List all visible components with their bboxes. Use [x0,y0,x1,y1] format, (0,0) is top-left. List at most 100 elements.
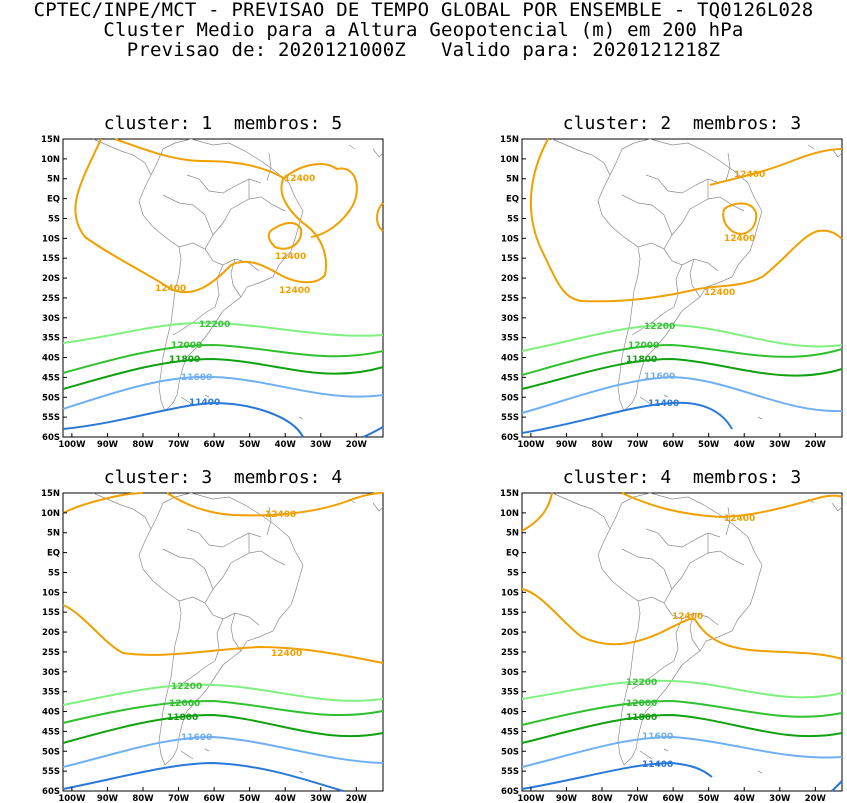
contour-label: 12400 [279,286,310,296]
contour-12000 [62,343,384,374]
lat-tick-label: 20S [501,628,519,638]
lon-tick-label: 90W [556,440,578,450]
lat-tick-label: 50S [501,393,519,403]
contour-label: 11800 [169,355,200,365]
contour-label: 11600 [181,373,212,383]
lat-tick-label: 10N [41,509,60,519]
lat-tick-label: 10S [501,588,519,598]
contour-label: 12200 [626,678,657,688]
map-panel-3: 12400 12400 12200 12000 11800 11600 15N 1… [41,489,384,803]
lon-tick-label: 90W [97,794,119,803]
lat-tick-label: 15S [42,608,60,618]
lon-tick-label: 80W [591,794,613,803]
lon-tick-label: 50W [698,794,720,803]
lat-tick-label: 55S [42,767,60,777]
contour-11400 [521,401,733,434]
lon-tick-label: 70W [168,440,190,450]
contour-label: 11400 [642,760,673,770]
contour-12000 [521,343,843,376]
lat-tick-label: 40S [501,708,519,718]
contour-12400 [62,492,144,514]
contour-label: 12400 [724,234,755,244]
lat-tick-label: 10N [500,509,519,519]
lat-tick-label: 10N [41,155,60,165]
lon-tick-label: 70W [168,794,190,803]
lat-tick-label: 5N [47,175,60,185]
lat-tick-label: 55S [501,767,519,777]
lat-tick-label: 15N [41,489,60,499]
lon-tick-label: 20W [346,794,368,803]
lat-tick-label: 15S [42,254,60,264]
lat-tick-label: 60S [42,787,60,797]
lat-tick-label: 20S [501,274,519,284]
lat-tick-label: 30S [501,668,519,678]
contour-11800 [521,713,843,744]
lat-tick-label: 5N [506,529,519,539]
contour-label: 12200 [199,320,230,330]
contour-label: 12400 [265,510,296,520]
contour-label: 11600 [644,372,675,382]
lat-tick-label: 30S [42,668,60,678]
lat-tick-label: 5N [506,175,519,185]
panel-3-title: cluster: 3 membros: 4 [103,467,343,488]
contour-label: 11400 [648,399,679,409]
map-frame [521,138,843,438]
lon-tick-label: 80W [591,440,613,450]
lat-tick-label: 15N [500,135,519,145]
lon-tick-label: 100W [58,794,86,803]
lon-tick-label: 90W [97,440,119,450]
lat-tick-label: 40S [42,354,60,364]
lat-tick-label: 5S [48,214,60,224]
contour-label: 12400 [704,288,735,298]
contour-12400 [114,138,286,180]
contour-11600 [62,735,384,768]
contour-label: 11800 [626,713,657,723]
lat-tick-label: 15S [501,254,519,264]
contour-label: 12000 [628,341,659,351]
lon-tick-label: 30W [769,794,791,803]
lat-tick-label: 55S [501,413,519,423]
map-frame [62,492,384,792]
contour-label: 11400 [189,398,220,408]
lat-tick-label: 15N [41,135,60,145]
lat-tick-label: 45S [42,727,60,737]
lon-tick-label: 70W [627,794,649,803]
contour-12200 [62,321,384,344]
lat-tick-label: 5S [507,214,519,224]
header-line-1: CPTEC/INPE/MCT - PREVISAO DE TEMPO GLOBA… [33,0,814,21]
contour-12000 [521,699,843,726]
lat-tick-label: 20S [42,628,60,638]
lat-tick-label: 45S [501,727,519,737]
contour-label: 12400 [672,612,703,622]
contour-11800 [62,713,384,744]
lat-tick-label: EQ [47,195,60,205]
lat-tick-label: 25S [42,648,60,658]
lat-tick-label: 35S [42,688,60,698]
lon-tick-label: 80W [132,794,154,803]
lon-tick-label: 50W [239,794,261,803]
lon-tick-label: 40W [734,794,756,803]
contour-12400 [529,138,843,303]
lon-tick-label: 30W [310,440,332,450]
lat-tick-label: 35S [501,688,519,698]
lat-tick-label: 30S [42,314,60,324]
lon-tick-label: 20W [805,440,827,450]
contour-12200 [521,679,843,700]
contour-label: 12400 [284,174,315,184]
contour-12400 [74,138,358,294]
contour-label: 11800 [167,713,198,723]
contour-11400 [362,426,384,438]
lon-tick-label: 40W [275,440,297,450]
panel-4-title: cluster: 4 membros: 3 [562,467,802,488]
contour-12400 [521,492,553,532]
lat-tick-label: 5N [47,529,60,539]
contour-11600 [521,735,843,768]
lat-tick-label: EQ [47,549,60,559]
lat-tick-label: 45S [501,373,519,383]
contour-11600 [521,375,843,414]
lon-tick-label: 60W [663,794,685,803]
contour-12400 [267,222,303,250]
lon-tick-label: 60W [204,794,226,803]
map-frame [521,492,843,792]
map-frame [62,138,384,438]
